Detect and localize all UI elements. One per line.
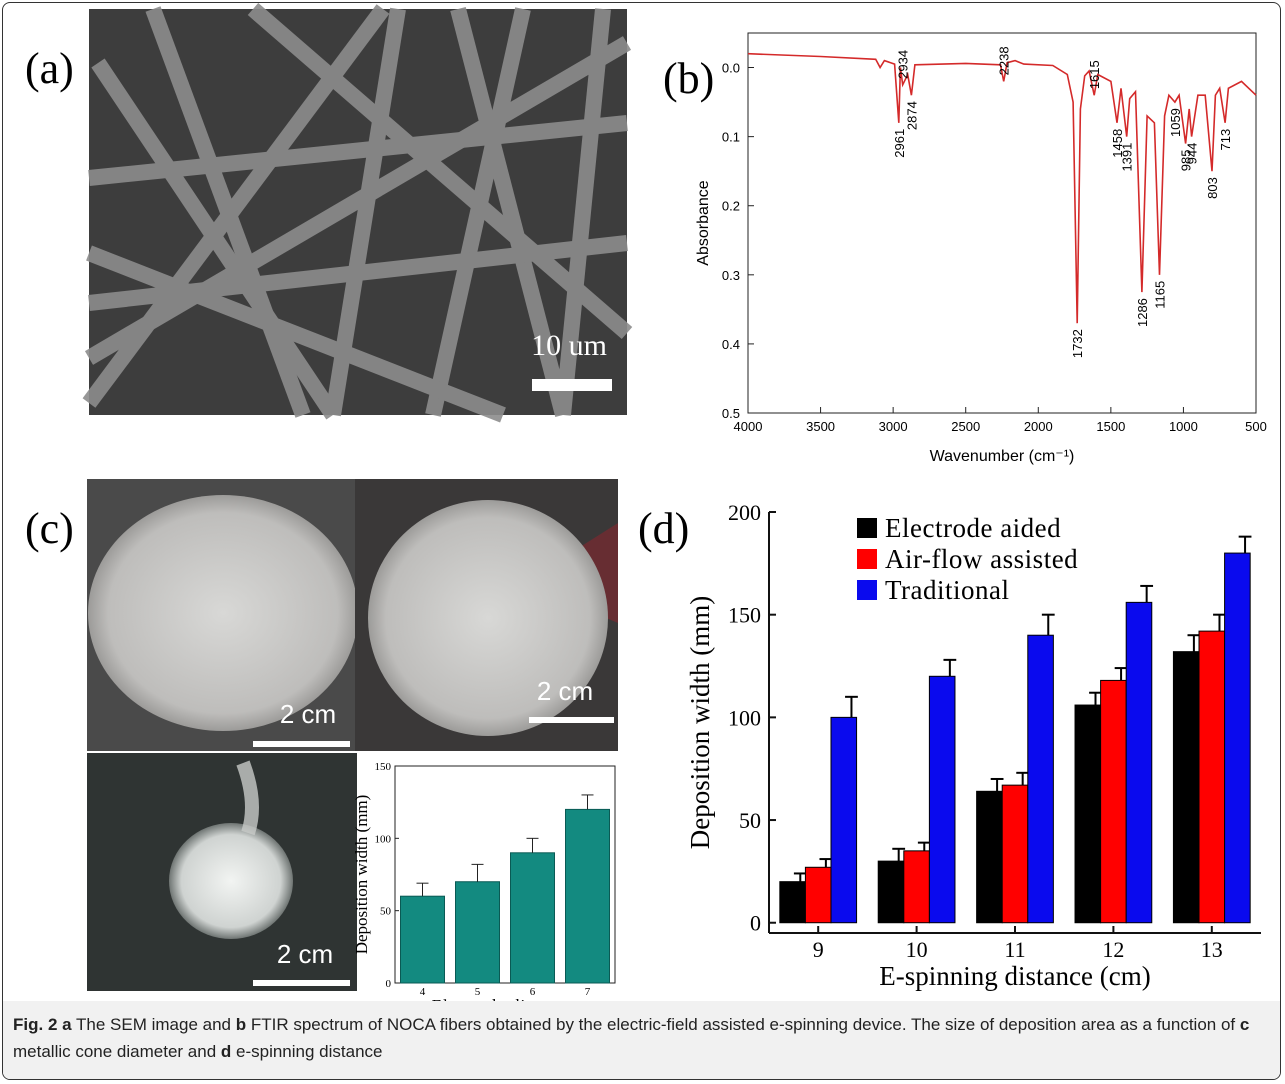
y-tick-label: 0.1 xyxy=(722,130,740,145)
x-tick-label: 1000 xyxy=(1169,419,1198,434)
caption: Fig. 2 a The SEM image and b FTIR spectr… xyxy=(3,1001,1281,1080)
figure-frame: 10 um 2 cm 2 cm 2 cm (a) (b) (c) (d) 0.0… xyxy=(2,2,1281,1080)
bar xyxy=(878,861,904,923)
legend-label: Traditional xyxy=(885,575,1010,605)
y-tick-label: 0.4 xyxy=(722,337,740,352)
bar xyxy=(456,882,500,983)
y-axis-label: Deposition width (mm) xyxy=(685,596,715,849)
y-tick-label: 50 xyxy=(380,906,392,918)
y-tick-label: 150 xyxy=(728,603,761,628)
caption-bold: d xyxy=(221,1042,231,1061)
x-tick-label: 13 xyxy=(1201,937,1223,962)
bar xyxy=(929,676,955,922)
y-tick-label: 0.3 xyxy=(722,268,740,283)
peak-label: 803 xyxy=(1205,177,1220,199)
y-axis-label: Absorbance xyxy=(695,180,712,265)
y-tick-label: 100 xyxy=(375,833,392,845)
spectrum-line xyxy=(748,54,1256,324)
caption-bold: a xyxy=(62,1015,71,1034)
peak-label: 2874 xyxy=(904,101,919,130)
x-tick-label: 11 xyxy=(1004,937,1025,962)
bar xyxy=(831,717,857,922)
legend-swatch xyxy=(857,518,877,538)
peak-label: 2238 xyxy=(997,46,1012,75)
bar xyxy=(977,791,1003,922)
figure: 10 um 2 cm 2 cm 2 cm (a) (b) (c) (d) 0.0… xyxy=(3,3,1281,1001)
caption-bold: c xyxy=(1240,1015,1249,1034)
y-tick-label: 50 xyxy=(739,808,761,833)
y-tick-label: 100 xyxy=(728,705,761,730)
bar xyxy=(1126,602,1152,922)
bar xyxy=(401,896,445,983)
legend-label: Air-flow assisted xyxy=(885,544,1078,574)
x-tick-label: 1500 xyxy=(1096,419,1125,434)
x-tick-label: 4000 xyxy=(734,419,763,434)
y-tick-label: 0.0 xyxy=(722,61,740,76)
panel-label: (c) xyxy=(25,504,74,553)
caption-text: e-spinning distance xyxy=(231,1042,382,1061)
legend-swatch xyxy=(857,580,877,600)
scale-label: 2 cm xyxy=(277,939,333,969)
x-tick-label: 4 xyxy=(420,986,426,998)
y-axis-label: Deposition width (mm) xyxy=(352,795,371,955)
peak-label: 713 xyxy=(1218,129,1233,151)
bar xyxy=(1075,705,1101,923)
scale-label: 2 cm xyxy=(537,676,593,706)
panel-label: (b) xyxy=(663,54,714,103)
peak-label: 1059 xyxy=(1168,108,1183,137)
x-tick-label: 9 xyxy=(813,937,824,962)
peak-label: 1286 xyxy=(1135,298,1150,327)
x-tick-label: 2500 xyxy=(951,419,980,434)
legend-swatch xyxy=(857,549,877,569)
caption-text: FTIR spectrum of NOCA fibers obtained by… xyxy=(246,1015,1240,1034)
bar xyxy=(566,809,610,983)
caption-text: The SEM image and xyxy=(72,1015,236,1034)
scale-label: 10 um xyxy=(531,329,607,362)
x-tick-label: 7 xyxy=(585,986,591,998)
x-axis-label: Wavenumber (cm⁻¹) xyxy=(930,448,1075,465)
caption-bold: b xyxy=(236,1015,246,1034)
x-tick-label: 500 xyxy=(1245,419,1267,434)
bar xyxy=(511,853,555,983)
bar xyxy=(1173,652,1199,923)
y-tick-label: 200 xyxy=(728,500,761,525)
scale-label: 2 cm xyxy=(280,699,336,729)
y-tick-label: 150 xyxy=(375,761,392,773)
peak-label: 1165 xyxy=(1152,281,1167,309)
y-tick-label: 0 xyxy=(386,978,392,990)
bar xyxy=(1028,635,1054,923)
caption-text: metallic cone diameter and xyxy=(13,1042,221,1061)
peak-label: 1615 xyxy=(1087,60,1102,89)
bar xyxy=(1002,785,1028,923)
bar xyxy=(780,882,806,923)
panel-label: (a) xyxy=(25,44,74,93)
y-tick-label: 0 xyxy=(750,911,761,936)
peak-label: 1732 xyxy=(1070,329,1085,358)
bar xyxy=(904,851,930,923)
plot-frame xyxy=(748,33,1256,413)
bar xyxy=(1101,680,1127,922)
peak-label: 944 xyxy=(1185,143,1200,165)
legend-label: Electrode aided xyxy=(885,513,1061,543)
y-tick-label: 0.2 xyxy=(722,199,740,214)
bar xyxy=(805,867,831,922)
x-tick-label: 3500 xyxy=(806,419,835,434)
x-tick-label: 3000 xyxy=(879,419,908,434)
x-tick-label: 12 xyxy=(1102,937,1124,962)
bar xyxy=(1225,553,1251,923)
peak-label: 2934 xyxy=(896,50,911,79)
x-tick-label: 2000 xyxy=(1024,419,1053,434)
peak-label: 2961 xyxy=(892,129,907,158)
peak-label: 1391 xyxy=(1120,143,1135,172)
bar xyxy=(1199,631,1225,923)
caption-bold: Fig. 2 xyxy=(13,1015,57,1034)
x-axis-label: E-spinning distance (cm) xyxy=(879,961,1150,991)
panel-label: (d) xyxy=(638,504,689,553)
x-tick-label: 10 xyxy=(906,937,928,962)
